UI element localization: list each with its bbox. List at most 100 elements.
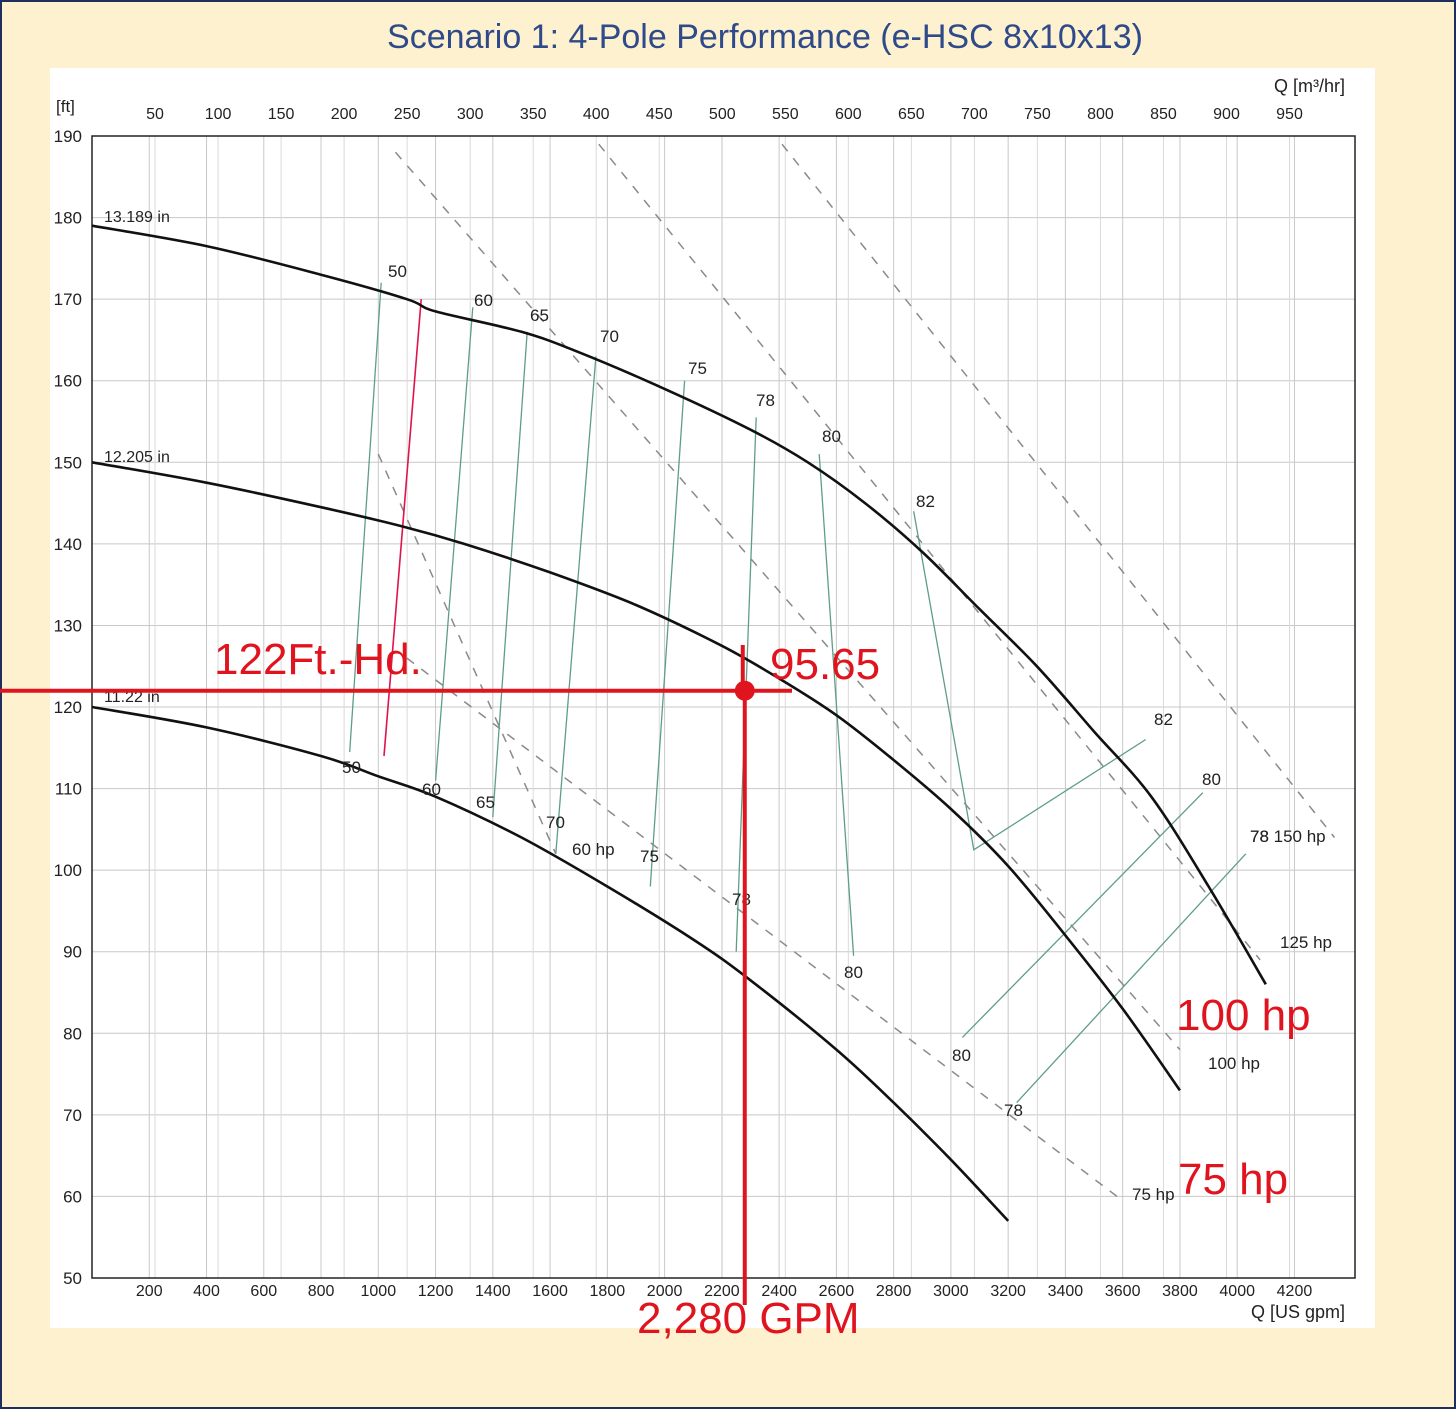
power-label: 100 hp — [1208, 1054, 1260, 1073]
top-tick-label: 850 — [1150, 106, 1177, 123]
y-tick-label: 50 — [63, 1269, 82, 1288]
efficiency-label: 70 — [546, 813, 565, 832]
efficiency-label: 75 — [688, 359, 707, 378]
efficiency-line — [555, 356, 597, 854]
x-tick-label: 4200 — [1277, 1283, 1313, 1300]
efficiency-label: 78 — [1250, 827, 1269, 846]
x-tick-label: 2400 — [761, 1283, 797, 1300]
y-tick-label: 130 — [54, 616, 82, 635]
y-tick-label: 180 — [54, 209, 82, 228]
x-tick-label: 2600 — [819, 1283, 855, 1300]
y-tick-label: 170 — [54, 290, 82, 309]
impeller-curve-label: 13.189 in — [104, 209, 170, 226]
y-tick-label: 100 — [54, 861, 82, 880]
impeller-curve — [91, 705, 1010, 1222]
power-label: 125 hp — [1280, 933, 1332, 952]
x-tick-label: 800 — [308, 1283, 335, 1300]
efficiency-label: 65 — [530, 306, 549, 325]
top-tick-label: 650 — [898, 106, 925, 123]
top-tick-label: 550 — [772, 106, 799, 123]
top-tick-label: 50 — [146, 106, 164, 123]
x-tick-label: 2800 — [876, 1283, 912, 1300]
chart-title: Scenario 1: 4-Pole Performance (e-HSC 8x… — [387, 18, 1143, 56]
x-tick-label: 600 — [250, 1283, 277, 1300]
top-axis-unit-label: Q [m³/hr] — [1274, 76, 1345, 96]
power-label: 60 hp — [572, 840, 615, 859]
top-tick-label: 450 — [646, 106, 673, 123]
power-line — [377, 453, 557, 855]
top-tick-label: 400 — [583, 106, 610, 123]
top-tick-label: 250 — [394, 106, 421, 123]
top-tick-label: 200 — [331, 106, 358, 123]
efficiency-label: 78 — [1004, 1101, 1023, 1120]
efficiency-label: 78 — [732, 890, 751, 909]
plot-background — [50, 68, 1375, 1328]
efficiency-label: 82 — [1154, 710, 1173, 729]
power-line — [781, 143, 1336, 838]
power-line — [406, 657, 1118, 1197]
impeller-curve-label: 12.205 in — [104, 449, 170, 466]
top-tick-label: 800 — [1087, 106, 1114, 123]
x-tick-label: 400 — [193, 1283, 220, 1300]
efficiency-line — [434, 307, 474, 781]
impeller-curve — [91, 461, 1181, 1092]
y-tick-label: 80 — [63, 1024, 82, 1043]
efficiency-line — [1016, 853, 1247, 1104]
efficiency-label: 80 — [1202, 770, 1221, 789]
hp100-annotation: 100 hp — [1176, 991, 1311, 1040]
efficiency-label: 82 — [916, 492, 935, 511]
efficiency-label: 75 — [640, 847, 659, 866]
y-tick-label: 150 — [54, 453, 82, 472]
efficiency-line — [492, 331, 528, 818]
y-tick-label: 110 — [55, 780, 82, 799]
impeller-curve — [91, 224, 1267, 985]
efficiency-label: 50 — [342, 758, 361, 777]
hp75-annotation: 75 hp — [1178, 1155, 1289, 1204]
power-line — [598, 143, 1261, 961]
x-tick-label: 1800 — [590, 1283, 626, 1300]
flow-annotation: 2,280 GPM — [637, 1294, 860, 1343]
x-tick-label: 3600 — [1105, 1283, 1141, 1300]
efficiency-label: 60 — [474, 291, 493, 310]
y-tick-label: 120 — [54, 698, 82, 717]
y-tick-label: 160 — [54, 372, 82, 391]
top-tick-label: 350 — [520, 106, 547, 123]
efficiency-label: 78 — [756, 391, 775, 410]
top-tick-label: 750 — [1024, 106, 1051, 123]
y-tick-label: 90 — [63, 943, 82, 962]
x-tick-label: 3200 — [990, 1283, 1026, 1300]
power-line — [394, 151, 1181, 1051]
operating-point — [734, 680, 755, 701]
top-tick-label: 500 — [709, 106, 736, 123]
top-tick-label: 100 — [205, 106, 232, 123]
y-tick-label: 70 — [63, 1106, 82, 1125]
y-axis-unit-label: [ft] — [56, 97, 75, 116]
power-label: 75 hp — [1132, 1185, 1175, 1204]
efficiency-annotation: 95.65 — [770, 640, 881, 689]
top-tick-label: 950 — [1276, 106, 1303, 123]
x-tick-label: 2200 — [704, 1283, 740, 1300]
x-tick-label: 1400 — [475, 1283, 511, 1300]
efficiency-label: 65 — [476, 793, 495, 812]
efficiency-line — [649, 380, 686, 887]
efficiency-label: 60 — [422, 780, 441, 799]
head-annotation: 122Ft.-Hd. — [214, 635, 422, 684]
top-tick-label: 150 — [268, 106, 295, 123]
x-tick-label: 200 — [136, 1283, 163, 1300]
power-label: 78 150 hp — [1250, 827, 1326, 846]
efficiency-label: 70 — [600, 327, 619, 346]
x-tick-label: 3000 — [933, 1283, 969, 1300]
x-tick-label: 3400 — [1048, 1283, 1084, 1300]
top-tick-label: 700 — [961, 106, 988, 123]
x-tick-label: 1200 — [418, 1283, 454, 1300]
efficiency-line — [913, 511, 1146, 851]
efficiency-line — [818, 454, 855, 956]
top-tick-label: 900 — [1213, 106, 1240, 123]
y-tick-label: 140 — [54, 535, 82, 554]
y-tick-label: 190 — [54, 127, 82, 146]
top-tick-label: 300 — [457, 106, 484, 123]
efficiency-line — [961, 792, 1204, 1038]
efficiency-label: 80 — [952, 1046, 971, 1065]
x-tick-label: 2000 — [647, 1283, 683, 1300]
